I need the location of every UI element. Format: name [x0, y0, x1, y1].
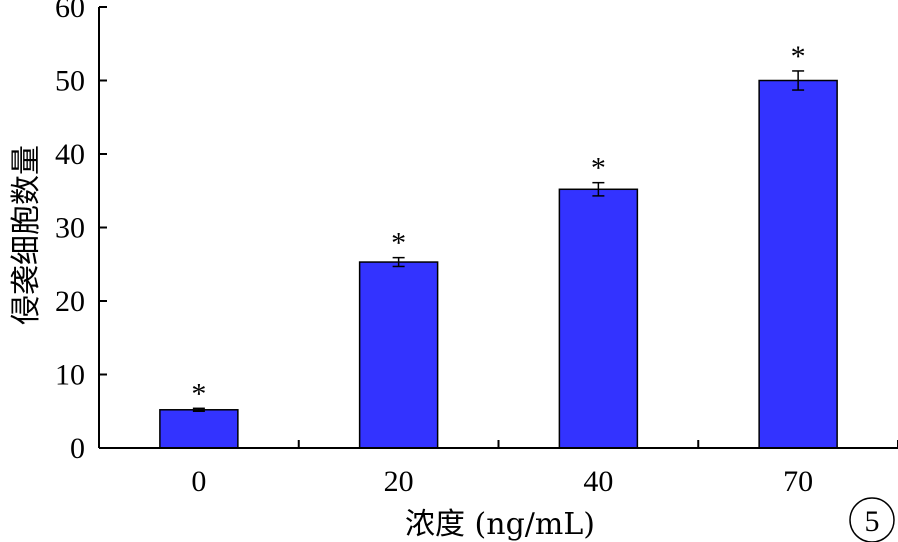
significance-marker-40: * — [591, 152, 606, 185]
y-tick-label-40: 40 — [55, 138, 85, 171]
bar-70 — [758, 79, 838, 449]
bar-0 — [159, 409, 239, 449]
y-axis: 0 10 20 30 40 50 60 — [55, 0, 107, 465]
x-tick-label-0: 0 — [191, 465, 206, 498]
y-tick-label-20: 20 — [55, 285, 85, 318]
significance-marker-70: * — [791, 40, 806, 73]
badge-circle — [849, 497, 895, 542]
significance-marker-0: * — [191, 377, 206, 410]
badge-label: 5 — [865, 505, 880, 538]
significance-markers-group: * * * * — [191, 40, 805, 410]
error-bars-group — [192, 70, 805, 412]
x-tick-label-70: 70 — [783, 465, 813, 498]
panel-number-badge: 5 — [849, 497, 895, 542]
x-tick-label-20: 20 — [384, 465, 414, 498]
x-axis-title: 浓度 (ng/mL) — [405, 507, 595, 542]
significance-marker-20: * — [391, 227, 406, 260]
y-tick-label-10: 10 — [55, 359, 85, 392]
x-axis: 0 20 40 70 — [99, 440, 898, 498]
y-axis-title: 侵袭细胞数量 — [9, 145, 44, 325]
y-tick-label-60: 60 — [55, 0, 85, 24]
bars-group — [159, 79, 838, 449]
y-tick-label-0: 0 — [70, 432, 85, 465]
bar-20 — [358, 261, 439, 449]
bar-40 — [558, 188, 639, 449]
y-tick-label-30: 30 — [55, 212, 85, 245]
x-tick-label-40: 40 — [583, 465, 613, 498]
y-tick-label-50: 50 — [55, 65, 85, 98]
